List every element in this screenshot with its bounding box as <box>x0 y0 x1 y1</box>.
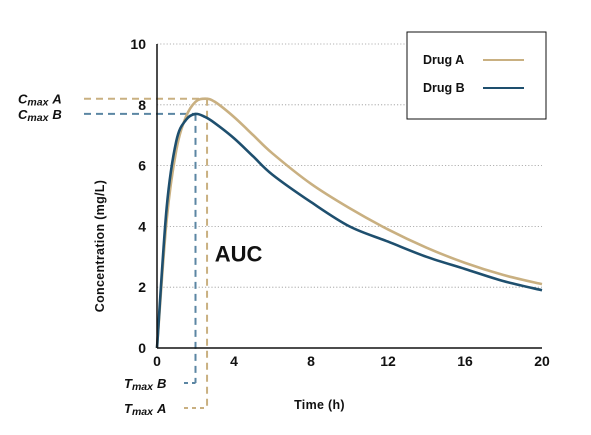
y-tick-label-0: 0 <box>138 340 146 356</box>
label-cmax_a: Cmax A <box>18 92 62 109</box>
label-tmax_b: Tmax B <box>124 376 166 393</box>
legend-label-drug-b: Drug B <box>423 81 465 95</box>
y-tick-label-2: 2 <box>138 279 146 295</box>
legend-label-drug-a: Drug A <box>423 53 464 67</box>
tick-labels: 0 2 4 6 8 10 0 4 8 12 16 20 <box>130 36 550 369</box>
x-tick-label-16: 16 <box>457 353 473 369</box>
label-tmax_a: Tmax A <box>124 401 166 418</box>
auc-label: AUC <box>215 241 263 266</box>
axes <box>156 44 542 349</box>
series-line-drug-b <box>155 112 543 349</box>
y-tick-label-10: 10 <box>130 36 146 52</box>
y-axis-title: Concentration (mg/L) <box>93 180 107 312</box>
x-tick-label-4: 4 <box>230 353 238 369</box>
y-tick-label-8: 8 <box>138 97 146 113</box>
x-tick-label-20: 20 <box>534 353 550 369</box>
series-lines <box>155 97 543 349</box>
legend: Drug A Drug B <box>406 31 547 120</box>
x-axis-title: Time (h) <box>294 398 345 412</box>
series-line-drug-a <box>155 97 543 349</box>
x-tick-label-12: 12 <box>380 353 396 369</box>
legend-box <box>406 31 547 120</box>
x-tick-label-8: 8 <box>307 353 315 369</box>
y-tick-label-6: 6 <box>138 158 146 174</box>
x-tick-label-0: 0 <box>153 353 161 369</box>
label-cmax_b: Cmax B <box>18 107 62 124</box>
y-tick-label-4: 4 <box>138 218 146 234</box>
guide-lines <box>84 97 209 409</box>
